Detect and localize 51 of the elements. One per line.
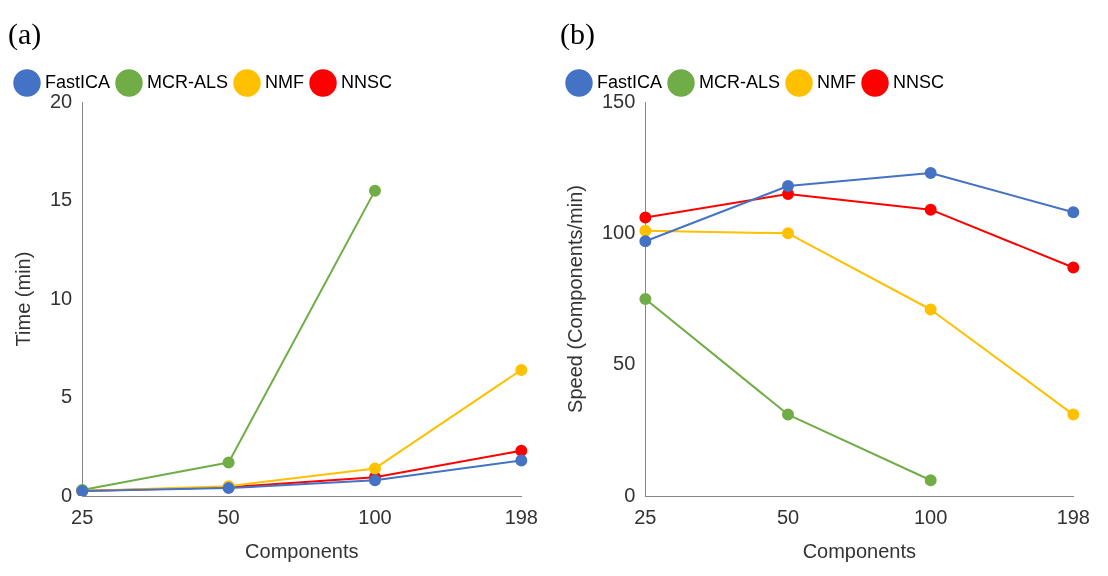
y-tick-label: 0 xyxy=(624,483,636,506)
legend-label: NMF xyxy=(265,71,305,92)
point xyxy=(1067,206,1080,219)
point xyxy=(924,203,937,216)
point xyxy=(1067,261,1080,274)
point xyxy=(222,456,235,469)
point xyxy=(639,293,652,305)
x-tick-label: 25 xyxy=(71,505,94,528)
chart-title: (a) xyxy=(8,16,42,51)
point xyxy=(515,363,528,376)
point xyxy=(924,303,937,316)
legend-label: NNSC xyxy=(341,71,393,92)
point xyxy=(515,454,528,467)
point xyxy=(1067,408,1080,421)
legend-label: MCR-ALS xyxy=(699,71,781,92)
y-tick-label: 10 xyxy=(50,286,73,309)
legend-label: FastICA xyxy=(597,71,663,92)
chart-title: (b) xyxy=(560,16,595,51)
x-tick-label: 50 xyxy=(217,505,240,528)
x-tick-label: 25 xyxy=(634,505,657,528)
y-axis-title: Time (min) xyxy=(11,251,34,347)
legend-label: NMF xyxy=(817,71,857,92)
point xyxy=(639,224,652,237)
point xyxy=(782,180,795,193)
y-tick-label: 100 xyxy=(601,220,636,243)
point xyxy=(782,408,795,421)
x-tick-label: 100 xyxy=(913,505,948,528)
point xyxy=(924,474,937,487)
y-tick-label: 5 xyxy=(61,385,73,408)
legend-label: MCR-ALS xyxy=(147,71,229,92)
point xyxy=(368,184,381,197)
point xyxy=(368,462,381,475)
point xyxy=(924,166,937,179)
x-axis-title: Components xyxy=(245,539,359,562)
x-tick-label: 198 xyxy=(1056,505,1090,528)
x-tick-label: 100 xyxy=(358,505,392,528)
point xyxy=(515,444,528,457)
y-tick-label: 0 xyxy=(61,483,73,506)
point xyxy=(639,211,652,224)
y-tick-label: 15 xyxy=(50,188,73,211)
y-tick-label: 20 xyxy=(50,89,73,112)
point xyxy=(782,227,795,240)
x-tick-label: 198 xyxy=(504,505,538,528)
y-axis-title: Speed (Components/min) xyxy=(563,185,586,413)
y-tick-label: 150 xyxy=(601,89,636,112)
legend-label: NNSC xyxy=(893,71,945,92)
x-tick-label: 50 xyxy=(776,505,800,528)
x-axis-title: Components xyxy=(802,539,917,562)
legend-label: FastICA xyxy=(45,71,111,92)
y-tick-label: 50 xyxy=(613,352,636,375)
point xyxy=(639,235,652,248)
